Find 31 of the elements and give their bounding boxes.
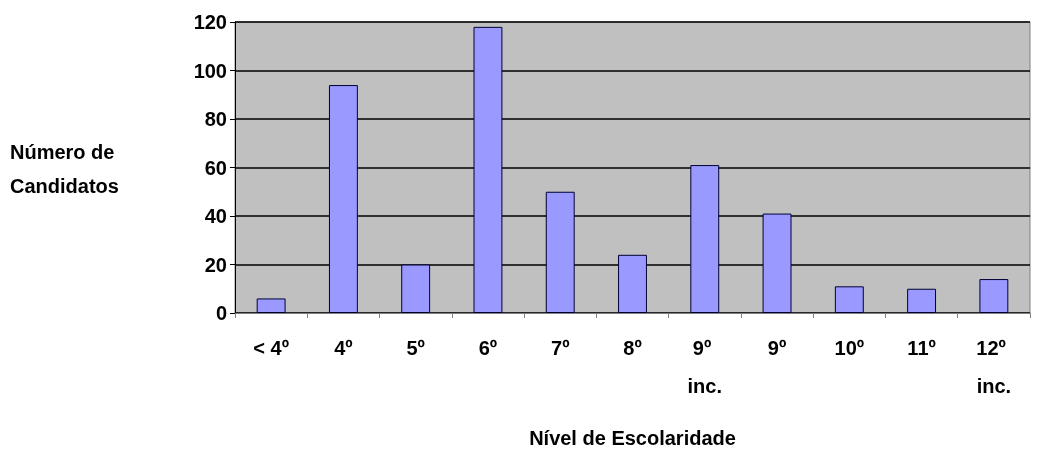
x-tick-label: 5º bbox=[406, 337, 425, 359]
x-tick-label: < 4º bbox=[253, 337, 289, 359]
x-tick-label: 8º bbox=[623, 337, 642, 359]
bar bbox=[545, 191, 575, 313]
x-tick-label: 7º bbox=[551, 337, 570, 359]
x-tick-label: 6º bbox=[478, 337, 498, 359]
y-tick-label: 80 bbox=[204, 108, 227, 130]
bar bbox=[907, 288, 937, 313]
bar bbox=[473, 26, 503, 313]
y-tick-label: 20 bbox=[204, 253, 227, 276]
bar bbox=[834, 286, 864, 313]
bar bbox=[401, 264, 431, 313]
bar bbox=[979, 279, 1009, 313]
y-tick-label: 100 bbox=[193, 59, 227, 82]
bar bbox=[256, 298, 286, 313]
x-tick-label: 11º bbox=[907, 337, 936, 359]
y-tick-label: 0 bbox=[215, 302, 227, 324]
x-tick-label: 9º inc. bbox=[687, 337, 722, 397]
bar bbox=[618, 254, 647, 313]
y-tick-label: 120 bbox=[193, 11, 227, 33]
bar bbox=[762, 213, 792, 313]
x-tick-label: 4º bbox=[334, 337, 353, 359]
bar bbox=[690, 165, 720, 313]
bar bbox=[328, 85, 358, 313]
x-tick-label: 12º inc. bbox=[976, 337, 1012, 397]
x-tick-label: 9º bbox=[767, 337, 787, 359]
x-tick-label: 10º bbox=[834, 337, 865, 359]
y-tick-label: 60 bbox=[204, 156, 227, 179]
y-tick-label: 40 bbox=[204, 205, 227, 227]
x-axis-title: Nível de Escolaridade bbox=[529, 427, 736, 449]
y-axis-title: Número de Candidatos bbox=[10, 141, 121, 197]
